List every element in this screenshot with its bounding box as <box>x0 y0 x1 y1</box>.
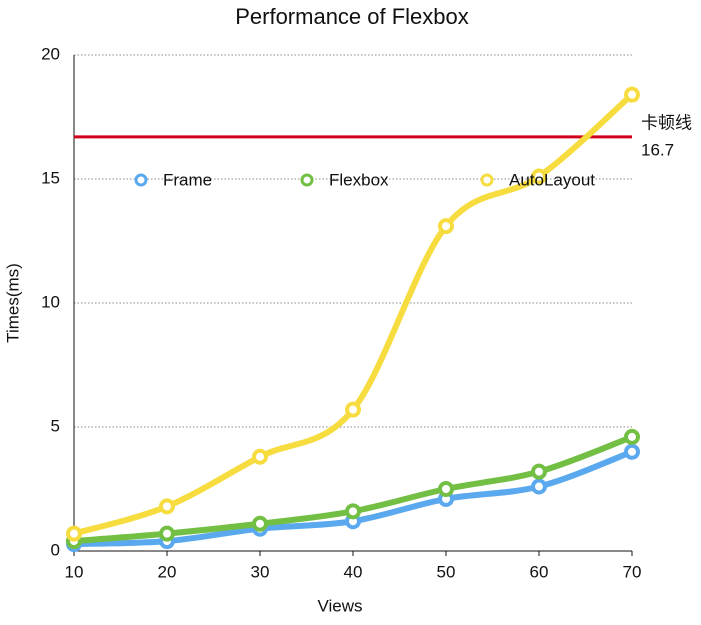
reference-label: 卡顿线 <box>641 113 692 132</box>
data-point <box>159 498 175 515</box>
data-point <box>531 463 547 480</box>
legend-marker <box>300 173 314 187</box>
data-point <box>345 401 361 418</box>
x-tick-label: 50 <box>437 562 456 581</box>
y-tick-label: 10 <box>41 292 60 311</box>
y-tick-label: 0 <box>51 540 60 559</box>
data-point <box>624 443 640 460</box>
y-tick-label: 15 <box>41 168 60 187</box>
y-axis-label: Times(ms) <box>3 263 22 343</box>
data-point <box>159 525 175 542</box>
data-point <box>252 515 268 532</box>
data-point <box>531 478 547 495</box>
data-point <box>624 86 640 103</box>
legend-label: Flexbox <box>329 170 389 189</box>
data-point <box>66 525 82 542</box>
legend-label: Frame <box>163 170 212 189</box>
x-tick-label: 70 <box>623 562 642 581</box>
x-tick-label: 60 <box>530 562 549 581</box>
reference-value: 16.7 <box>641 140 674 159</box>
data-point <box>624 428 640 445</box>
x-tick-label: 10 <box>65 562 84 581</box>
legend-marker <box>134 173 148 187</box>
y-tick-label: 5 <box>51 416 60 435</box>
legend-marker <box>480 173 494 187</box>
legend-label: AutoLayout <box>509 170 595 189</box>
data-point <box>345 503 361 520</box>
y-tick-label: 20 <box>41 44 60 63</box>
x-tick-label: 40 <box>344 562 363 581</box>
series-line <box>73 448 634 548</box>
data-point <box>438 481 454 497</box>
data-point <box>531 168 547 185</box>
chart-title: Performance of Flexbox <box>235 4 469 29</box>
data-point <box>438 218 454 235</box>
x-tick-label: 30 <box>251 562 270 581</box>
x-axis-label: Views <box>317 596 362 615</box>
data-point <box>252 448 268 465</box>
x-tick-label: 20 <box>158 562 177 581</box>
